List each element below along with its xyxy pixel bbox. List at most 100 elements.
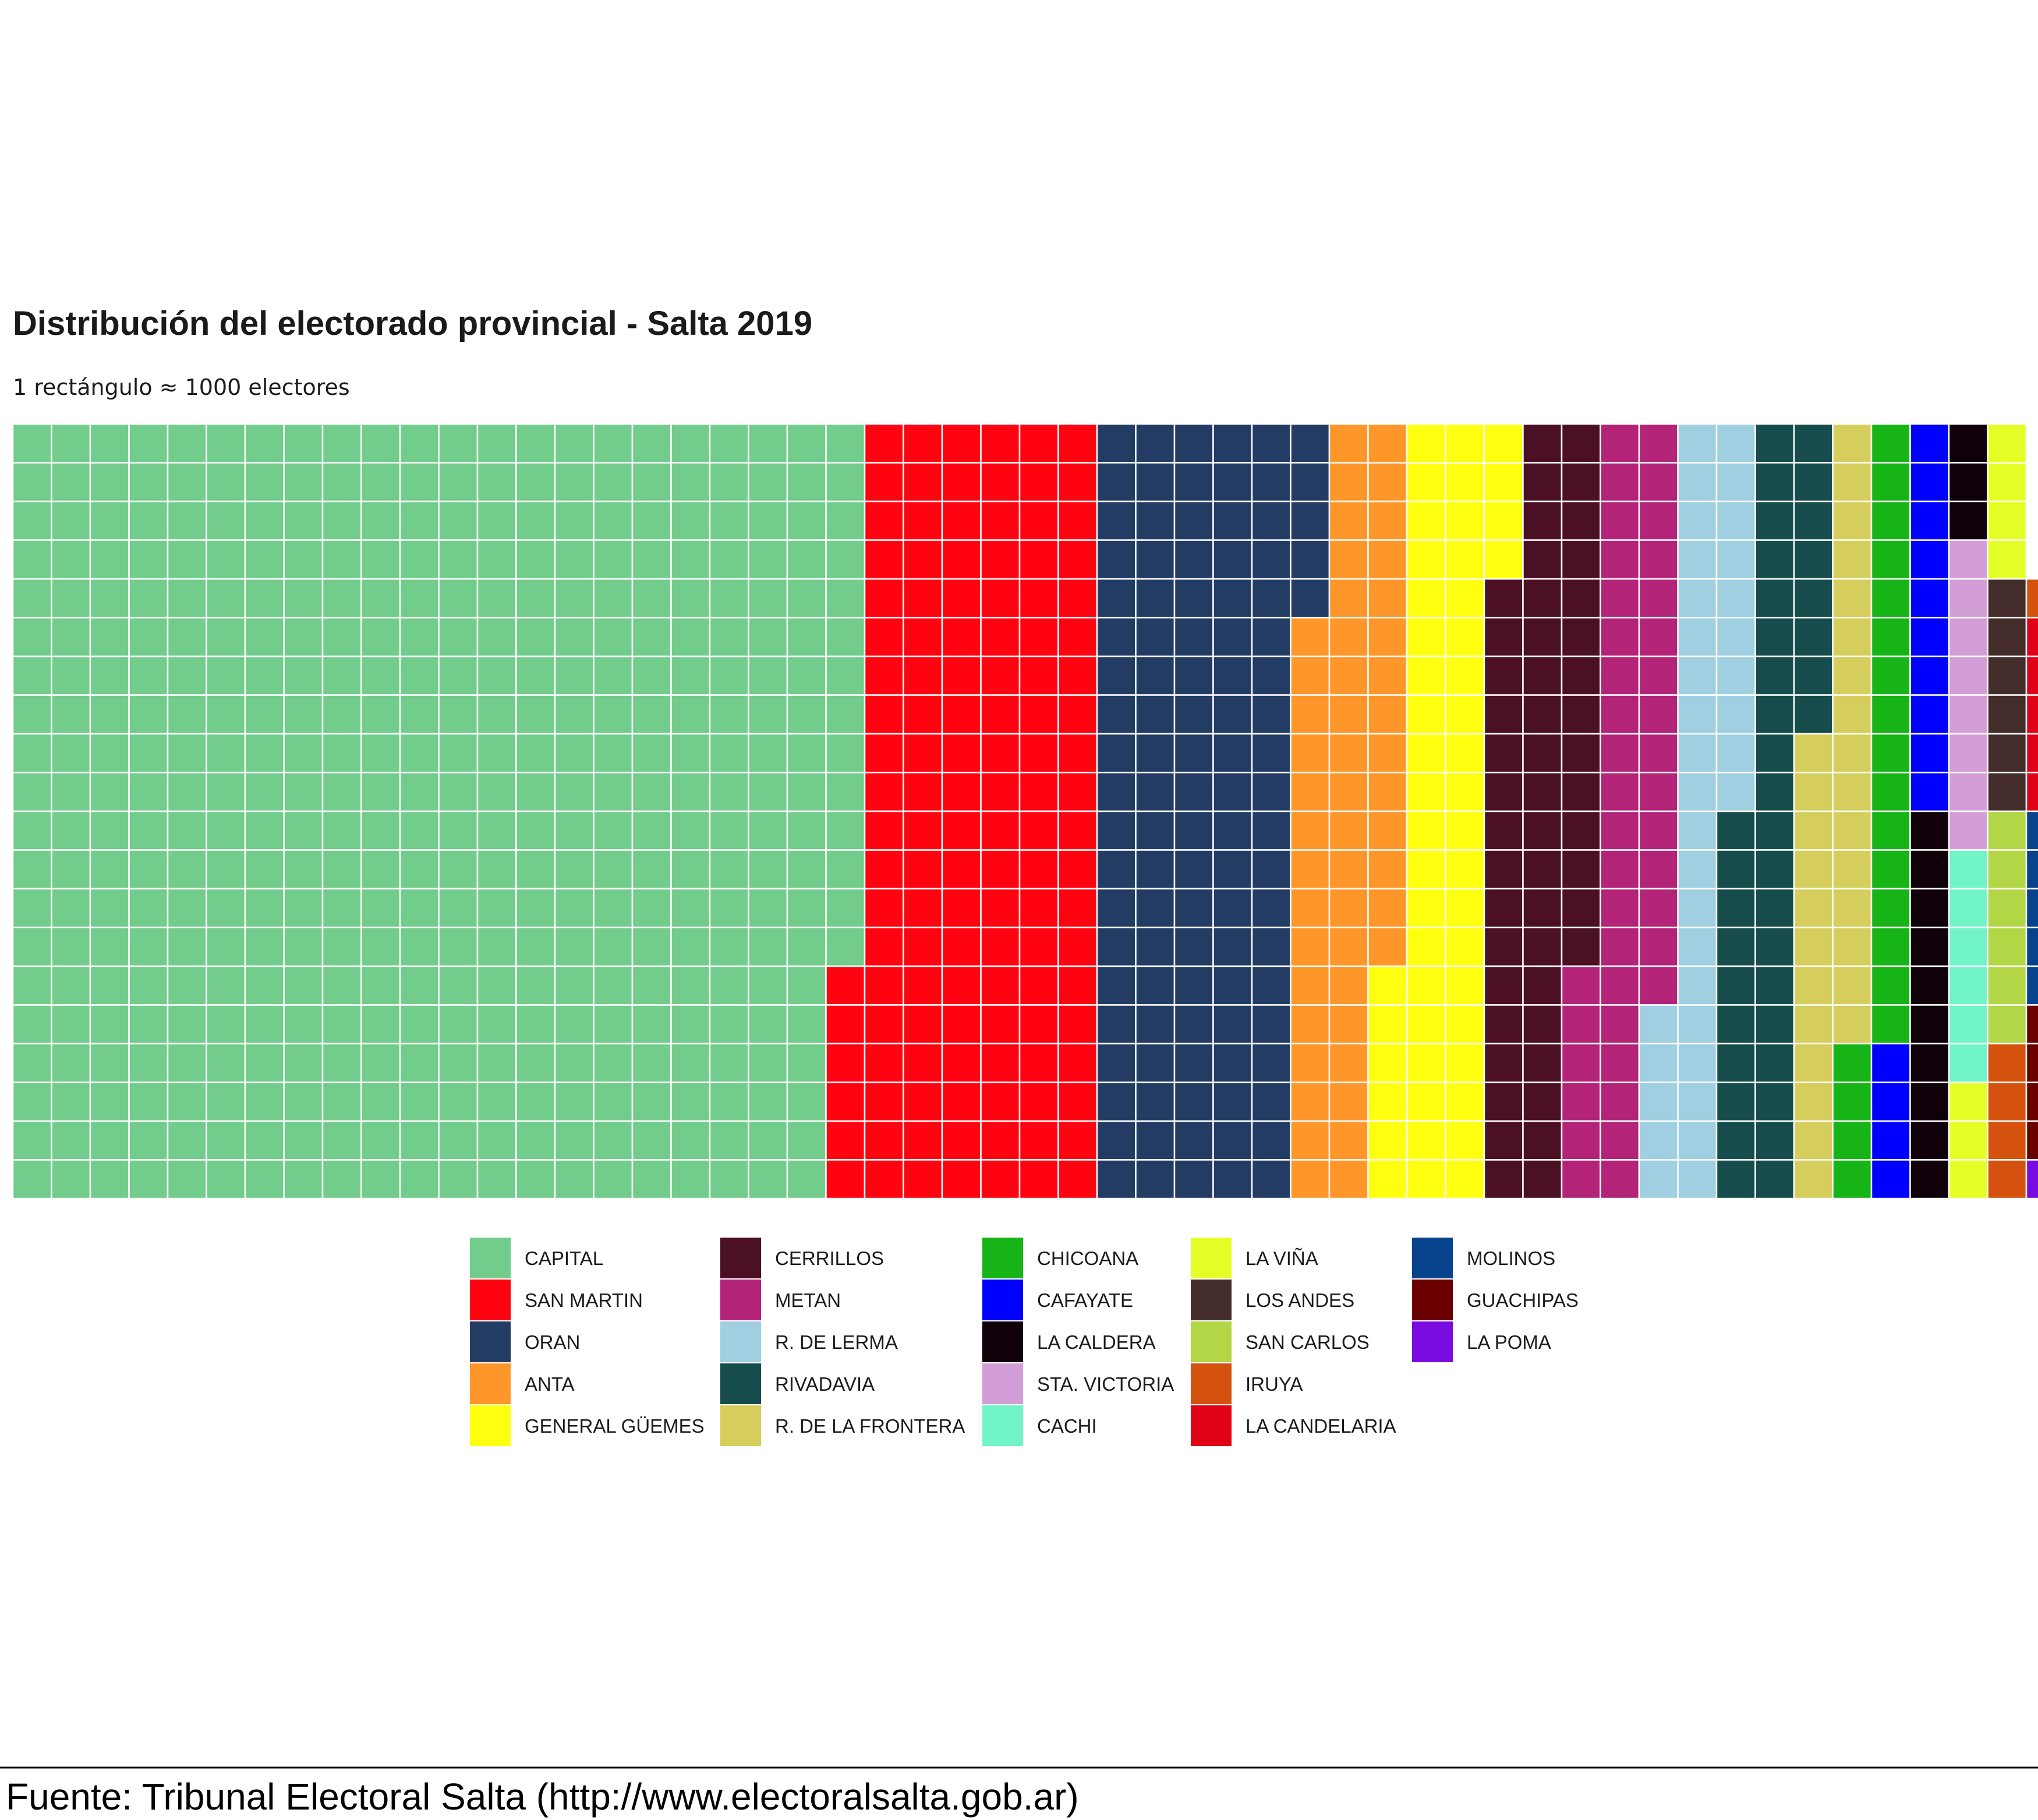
waffle-cell-capital — [825, 617, 866, 658]
waffle-cell-metan — [1561, 1159, 1601, 1200]
waffle-cell-san-martin — [1057, 423, 1098, 464]
waffle-cell-capital — [786, 1159, 827, 1200]
waffle-cell-r-de-la-frontera — [1832, 810, 1873, 851]
waffle-cell-capital — [515, 965, 556, 1006]
waffle-cell-capital — [515, 617, 556, 658]
legend-key-metan — [720, 1280, 761, 1320]
waffle-cell-capital — [51, 810, 91, 851]
waffle-cell-chicoana — [1870, 849, 1911, 890]
waffle-cell-anta — [1328, 888, 1369, 928]
waffle-cell-capital — [89, 539, 130, 580]
waffle-cell-oran — [1135, 772, 1176, 812]
waffle-cell-la-caldera — [1948, 423, 1989, 464]
waffle-cell-oran — [1251, 578, 1292, 619]
waffle-cell-rivadavia — [1754, 849, 1795, 890]
waffle-cell-capital — [167, 1042, 207, 1083]
waffle-cell-anta — [1367, 423, 1408, 464]
legend-label-guachipas: GUACHIPAS — [1467, 1289, 1579, 1311]
waffle-cell-rivadavia — [1793, 423, 1834, 464]
waffle-cell-san-martin — [1057, 810, 1098, 851]
waffle-cell-metan — [1638, 733, 1679, 773]
waffle-cell-la-candelaria — [2025, 733, 2038, 773]
waffle-cell-anta — [1290, 965, 1331, 1006]
waffle-cell-san-carlos — [1987, 965, 2028, 1006]
waffle-cell-capital — [321, 849, 362, 890]
waffle-cell-oran — [1135, 733, 1176, 773]
waffle-cell-cerrillos — [1483, 965, 1524, 1006]
waffle-cell-capital — [748, 694, 788, 735]
waffle-cell-capital — [670, 888, 711, 928]
caption: Fuente: Tribunal Electoral Salta (http:/… — [6, 1776, 1079, 1818]
waffle-cell-san-martin — [941, 578, 982, 619]
waffle-cell-capital — [476, 772, 517, 812]
waffle-cell-capital — [825, 462, 866, 503]
legend-key-r-de-la-frontera — [720, 1405, 761, 1446]
legend-key-rivadavia — [720, 1363, 761, 1404]
waffle-cell-r-de-lerma — [1677, 965, 1718, 1006]
waffle-cell-san-martin — [1057, 578, 1098, 619]
waffle-cell-capital — [631, 423, 672, 464]
waffle-cell-capital — [51, 539, 91, 580]
waffle-cell-capital — [321, 578, 362, 619]
waffle-cell-capital — [554, 888, 595, 928]
waffle-cell-anta — [1328, 1120, 1369, 1161]
waffle-cell-cerrillos — [1522, 1042, 1563, 1083]
waffle-cell-capital — [51, 772, 91, 812]
waffle-cell-anta — [1328, 1082, 1369, 1122]
waffle-cell-capital — [554, 849, 595, 890]
waffle-cell-san-martin — [980, 965, 1021, 1006]
waffle-cell-capital — [554, 578, 595, 619]
waffle-cell-san-carlos — [1987, 849, 2028, 890]
waffle-cell-general-g-emes — [1367, 1082, 1408, 1122]
waffle-cell-la-caldera — [1909, 888, 1950, 928]
waffle-cell-capital — [283, 772, 324, 812]
waffle-cell-anta — [1328, 500, 1369, 541]
waffle-cell-general-g-emes — [1445, 423, 1485, 464]
waffle-cell-anta — [1290, 1082, 1331, 1122]
waffle-cell-general-g-emes — [1445, 849, 1485, 890]
waffle-cell-capital — [399, 462, 440, 503]
waffle-cell-capital — [748, 617, 788, 658]
waffle-cell-los-andes — [1987, 694, 2028, 735]
waffle-cell-rivadavia — [1754, 578, 1795, 619]
waffle-cell-cerrillos — [1483, 655, 1524, 696]
waffle-cell-capital — [748, 849, 788, 890]
waffle-cell-r-de-lerma — [1677, 1120, 1718, 1161]
waffle-cell-cerrillos — [1522, 888, 1563, 928]
waffle-cell-san-martin — [1018, 578, 1059, 619]
waffle-cell-san-martin — [980, 500, 1021, 541]
waffle-cell-oran — [1212, 1004, 1253, 1045]
waffle-cell-r-de-lerma — [1715, 772, 1756, 812]
legend-label-iruya: IRUYA — [1246, 1373, 1303, 1395]
waffle-cell-oran — [1135, 965, 1176, 1006]
waffle-cell-capital — [593, 849, 634, 890]
waffle-cell-san-martin — [903, 578, 943, 619]
waffle-cell-capital — [399, 539, 440, 580]
waffle-cell-san-martin — [1018, 1004, 1059, 1045]
waffle-cell-capital — [89, 849, 130, 890]
waffle-cell-capital — [12, 772, 52, 812]
waffle-cell-capital — [321, 462, 362, 503]
waffle-cell-cerrillos — [1522, 694, 1563, 735]
waffle-cell-capital — [321, 772, 362, 812]
waffle-cell-capital — [438, 539, 479, 580]
waffle-cell-r-de-lerma — [1715, 733, 1756, 773]
waffle-cell-r-de-la-frontera — [1793, 1042, 1834, 1083]
waffle-cell-cachi — [1948, 849, 1989, 890]
waffle-cell-guachipas — [2025, 1042, 2038, 1083]
waffle-cell-capital — [51, 1120, 91, 1161]
waffle-cell-la-caldera — [1948, 462, 1989, 503]
waffle-cell-general-g-emes — [1406, 1004, 1446, 1045]
waffle-cell-capital — [670, 1004, 711, 1045]
waffle-cell-san-martin — [903, 617, 943, 658]
waffle-cell-capital — [51, 888, 91, 928]
legend-label-la-candelaria: LA CANDELARIA — [1246, 1415, 1396, 1437]
waffle-cell-metan — [1600, 965, 1640, 1006]
waffle-cell-capital — [438, 733, 479, 773]
waffle-cell-capital — [244, 423, 285, 464]
waffle-cell-capital — [360, 1120, 401, 1161]
waffle-cell-general-g-emes — [1445, 1042, 1485, 1083]
waffle-cell-general-g-emes — [1406, 810, 1446, 851]
waffle-cell-anta — [1328, 617, 1369, 658]
waffle-cell-oran — [1135, 888, 1176, 928]
